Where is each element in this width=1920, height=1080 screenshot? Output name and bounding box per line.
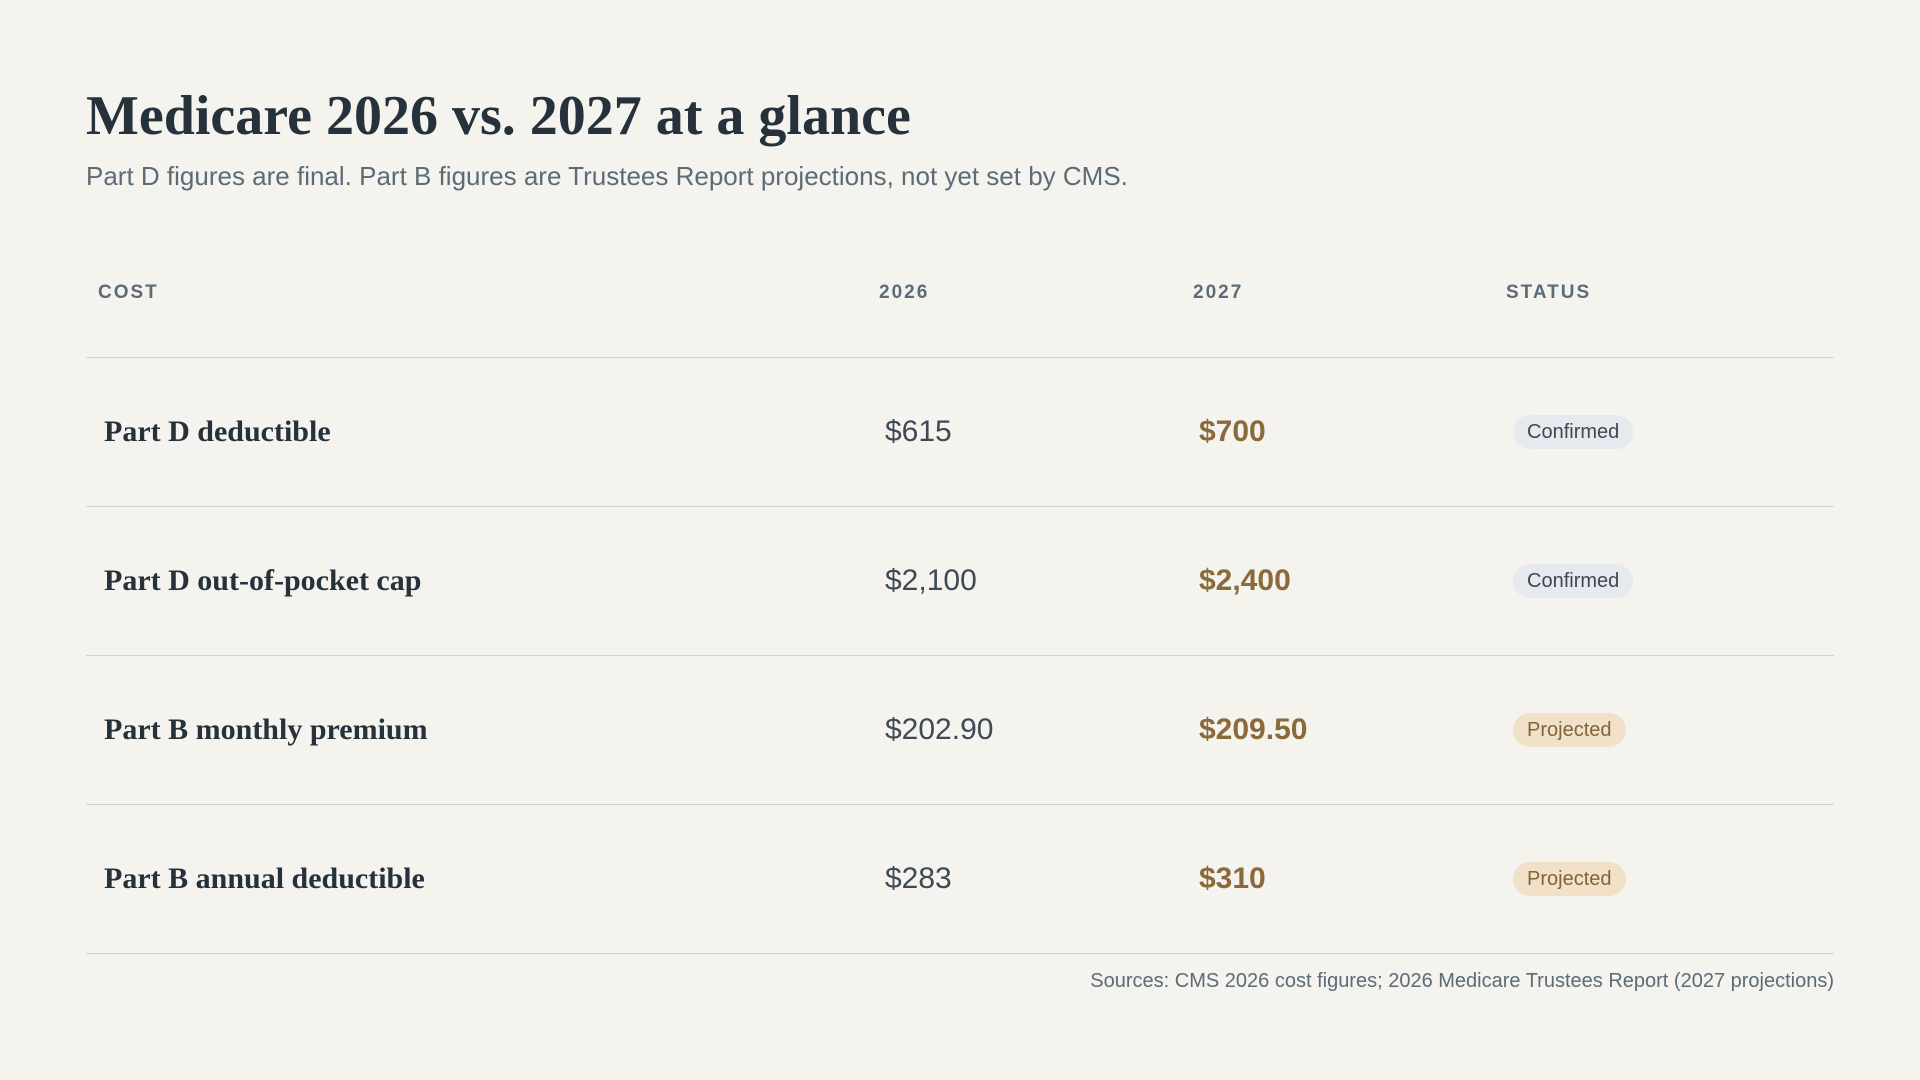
value-2027: $700 [1199, 415, 1266, 448]
cost-name: Part B monthly premium [104, 713, 428, 746]
column-header-status: STATUS [1506, 282, 1592, 303]
status-cell: Confirmed [1513, 564, 1634, 598]
status-badge: Confirmed [1513, 415, 1634, 449]
value-2026: $615 [885, 415, 952, 448]
value-2026: $202.90 [885, 713, 994, 746]
value-2027: $2,400 [1199, 564, 1291, 597]
table-row: Part D out-of-pocket cap $2,100 $2,400 C… [86, 507, 1834, 656]
value-2026: $2,100 [885, 564, 977, 597]
status-badge: Projected [1513, 713, 1626, 747]
status-badge: Confirmed [1513, 564, 1634, 598]
value-2026: $283 [885, 862, 952, 895]
table-row: Part B annual deductible $283 $310 Proje… [86, 805, 1834, 954]
status-badge: Projected [1513, 862, 1626, 896]
column-header-cost: COST [98, 282, 159, 303]
cost-name: Part D out-of-pocket cap [104, 564, 422, 597]
column-header-2026: 2026 [879, 282, 930, 303]
cost-name: Part B annual deductible [104, 862, 425, 895]
page-subtitle: Part D figures are final. Part B figures… [86, 161, 1128, 191]
page-title: Medicare 2026 vs. 2027 at a glance [86, 85, 911, 147]
sources-note: Sources: CMS 2026 cost figures; 2026 Med… [1090, 970, 1834, 992]
status-cell: Confirmed [1513, 415, 1634, 449]
status-cell: Projected [1513, 862, 1626, 896]
status-cell: Projected [1513, 713, 1626, 747]
table-row: Part D deductible $615 $700 Confirmed [86, 358, 1834, 507]
comparison-table: COST 2026 2027 STATUS Part D deductible … [86, 245, 1834, 954]
value-2027: $310 [1199, 862, 1266, 895]
cost-name: Part D deductible [104, 415, 331, 448]
table-header: COST 2026 2027 STATUS [86, 245, 1834, 358]
table-row: Part B monthly premium $202.90 $209.50 P… [86, 656, 1834, 805]
column-header-2027: 2027 [1193, 282, 1244, 303]
value-2027: $209.50 [1199, 713, 1308, 746]
